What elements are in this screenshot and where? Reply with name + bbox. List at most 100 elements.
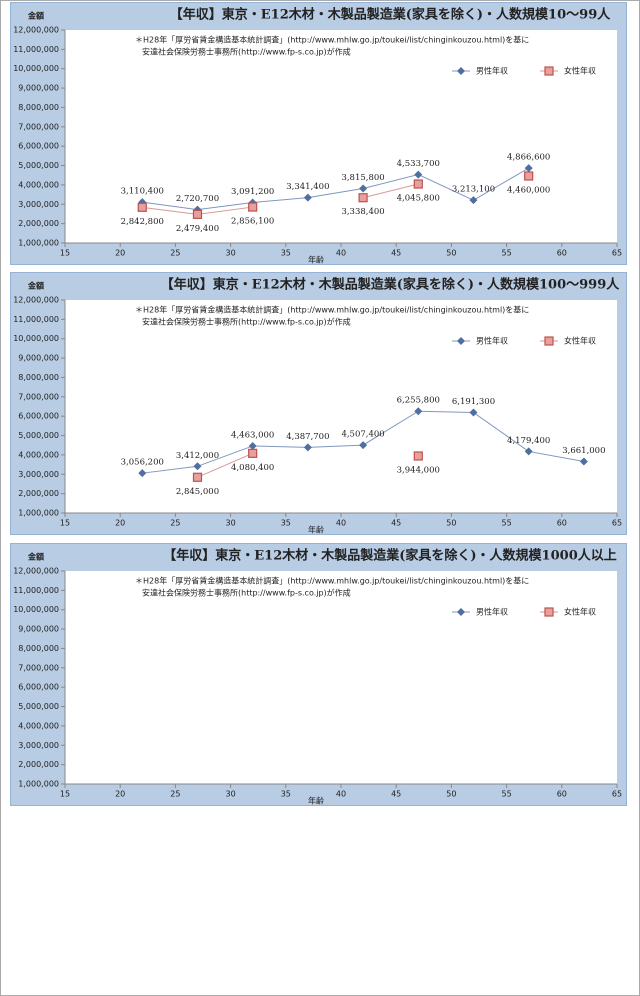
y-tick-label: 6,000,000 — [18, 412, 59, 421]
data-label: 3,213,100 — [452, 185, 495, 195]
marker — [137, 202, 147, 212]
marker — [248, 441, 257, 450]
x-tick-label: 25 — [170, 790, 180, 799]
x-tick-label: 25 — [170, 519, 180, 528]
legend-label: 男性年収 — [476, 66, 508, 76]
y-tick-label: 9,000,000 — [18, 84, 59, 93]
data-label: 3,110,400 — [121, 187, 164, 197]
y-tick-label: 7,000,000 — [18, 663, 59, 672]
x-tick-label: 50 — [446, 519, 456, 528]
marker — [524, 171, 534, 181]
data-label: 2,720,700 — [176, 194, 219, 204]
marker — [359, 441, 368, 450]
data-label: 3,944,000 — [397, 465, 440, 475]
data-label: 2,856,100 — [231, 217, 274, 227]
note: 安達社会保険労務士事務所(http://www.fp-s.co.jp)が作成 — [142, 317, 351, 327]
x-tick-label: 60 — [557, 249, 567, 258]
note: 安達社会保険労務士事務所(http://www.fp-s.co.jp)が作成 — [142, 588, 351, 598]
chart-title: 【年収】東京・E12木材・木製品製造業(家具を除く)・人数規模10～99人 — [170, 7, 611, 23]
marker — [359, 184, 368, 193]
x-tick-label: 45 — [391, 249, 401, 258]
marker — [303, 193, 312, 202]
y-tick-label: 1,000,000 — [18, 509, 59, 518]
x-tick-label: 20 — [115, 519, 125, 528]
legend-marker — [544, 66, 554, 76]
x-tick-label: 35 — [281, 790, 291, 799]
x-tick-label: 20 — [115, 249, 125, 258]
x-tick-label: 60 — [557, 519, 567, 528]
data-label: 4,387,700 — [286, 432, 329, 442]
data-label: 6,255,800 — [397, 396, 440, 406]
marker — [469, 196, 478, 205]
x-tick-label: 30 — [226, 790, 236, 799]
y-tick-label: 4,000,000 — [18, 450, 59, 459]
y-axis-title: 金額 — [27, 552, 44, 562]
marker — [138, 469, 147, 478]
data-label: 4,507,400 — [341, 430, 384, 440]
data-label: 4,080,400 — [231, 463, 274, 473]
note: ＊H28年「厚労省賃金構造基本統計調査」(http://www.mhlw.go.… — [135, 35, 529, 45]
plot-area — [65, 30, 617, 243]
y-tick-label: 5,000,000 — [18, 161, 59, 170]
y-tick-label: 6,000,000 — [18, 683, 59, 692]
legend-label: 女性年収 — [564, 336, 596, 346]
legend-label: 男性年収 — [476, 336, 508, 346]
marker — [358, 193, 368, 203]
y-tick-label: 9,000,000 — [18, 354, 59, 363]
marker — [524, 447, 533, 456]
data-label: 6,191,300 — [452, 397, 495, 407]
y-tick-label: 11,000,000 — [13, 586, 59, 595]
x-axis-title: 年齢 — [308, 255, 324, 265]
data-label: 3,661,000 — [562, 446, 605, 456]
marker — [414, 407, 423, 416]
x-tick-label: 25 — [170, 249, 180, 258]
data-label: 4,463,000 — [231, 430, 274, 440]
legend-marker — [457, 67, 465, 75]
x-tick-label: 55 — [502, 249, 512, 258]
note: ＊H28年「厚労省賃金構造基本統計調査」(http://www.mhlw.go.… — [135, 576, 529, 586]
y-tick-label: 2,000,000 — [18, 489, 59, 498]
note: ＊H28年「厚労省賃金構造基本統計調査」(http://www.mhlw.go.… — [135, 305, 529, 315]
x-tick-label: 65 — [612, 790, 622, 799]
y-tick-label: 10,000,000 — [13, 334, 59, 343]
chart-title: 【年収】東京・E12木材・木製品製造業(家具を除く)・人数規模100～999人 — [161, 277, 621, 293]
y-tick-label: 2,000,000 — [18, 219, 59, 228]
marker — [192, 472, 203, 482]
y-tick-label: 11,000,000 — [13, 315, 59, 324]
data-label: 3,341,400 — [286, 182, 329, 192]
x-tick-label: 40 — [336, 519, 346, 528]
series-line — [142, 167, 529, 211]
x-tick-label: 50 — [446, 790, 456, 799]
data-label: 3,338,400 — [341, 207, 384, 217]
marker — [248, 202, 258, 212]
data-label: 4,460,000 — [507, 186, 550, 196]
data-label: 4,045,800 — [397, 194, 440, 204]
marker — [413, 451, 423, 461]
x-tick-label: 40 — [336, 790, 346, 799]
marker — [413, 179, 423, 189]
y-tick-label: 8,000,000 — [18, 103, 59, 112]
y-tick-label: 3,000,000 — [18, 741, 59, 750]
y-axis-title: 金額 — [27, 11, 44, 21]
x-tick-label: 65 — [612, 519, 622, 528]
y-tick-label: 12,000,000 — [13, 567, 59, 576]
y-tick-label: 5,000,000 — [18, 702, 59, 711]
x-tick-label: 15 — [60, 790, 70, 799]
legend-label: 男性年収 — [476, 607, 508, 617]
legend-marker — [457, 608, 465, 616]
data-label: 2,842,800 — [121, 217, 164, 227]
marker — [414, 170, 423, 179]
y-tick-label: 8,000,000 — [18, 644, 59, 653]
y-tick-label: 9,000,000 — [18, 625, 59, 634]
y-tick-label: 5,000,000 — [18, 431, 59, 440]
y-axis-title: 金額 — [27, 281, 44, 291]
x-tick-label: 15 — [60, 519, 70, 528]
y-tick-label: 3,000,000 — [18, 470, 59, 479]
data-label: 3,091,200 — [231, 187, 274, 197]
y-tick-label: 7,000,000 — [18, 392, 59, 401]
x-tick-label: 40 — [336, 249, 346, 258]
legend-label: 女性年収 — [564, 607, 596, 617]
marker — [193, 462, 202, 471]
data-label: 3,056,200 — [121, 458, 164, 468]
